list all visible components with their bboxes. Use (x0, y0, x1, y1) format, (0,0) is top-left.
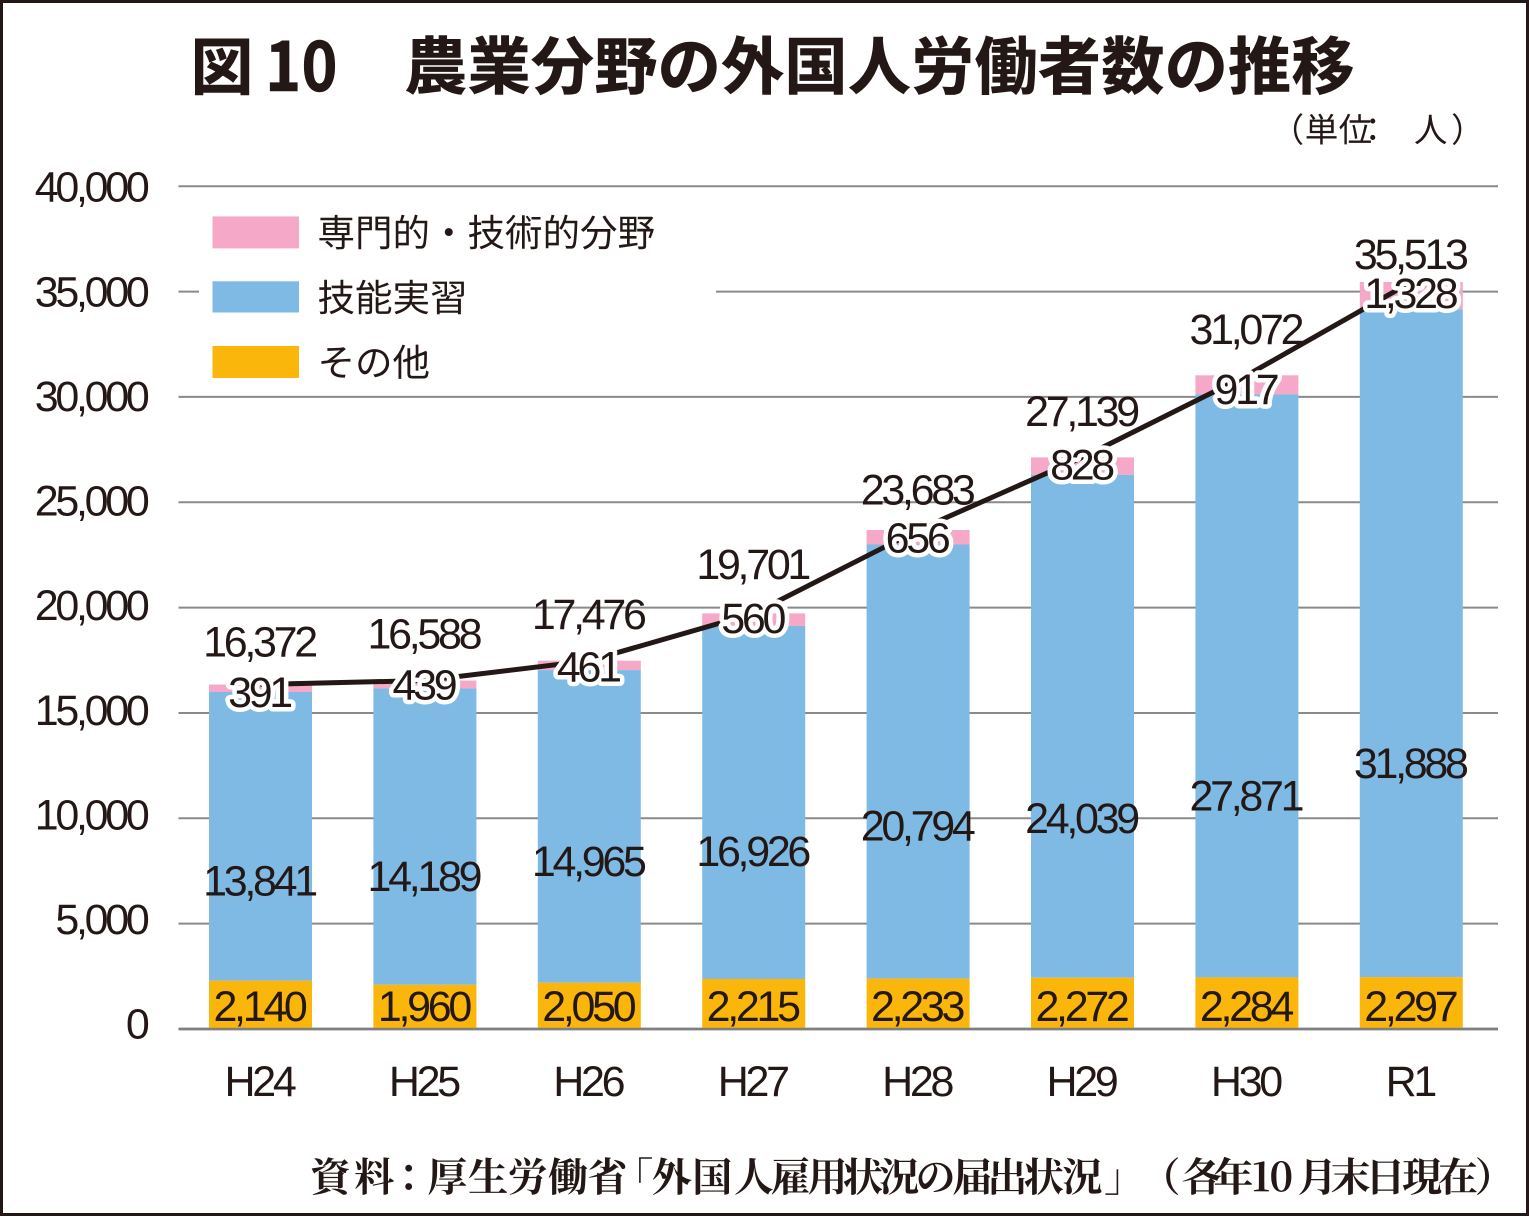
svg-text:16,926: 16,926 (696, 828, 810, 876)
svg-text:15,000: 15,000 (35, 687, 149, 735)
svg-text:461: 461 (557, 643, 620, 691)
svg-text:H27: H27 (718, 1058, 788, 1106)
svg-text:H26: H26 (553, 1058, 624, 1106)
svg-text:H24: H24 (225, 1058, 296, 1106)
svg-text:10,000: 10,000 (35, 791, 149, 839)
svg-text:2,140: 2,140 (213, 983, 306, 1031)
svg-text:2,050: 2,050 (542, 983, 635, 1031)
svg-text:656: 656 (886, 515, 950, 563)
svg-text:27,871: 27,871 (1190, 773, 1303, 821)
svg-text:16,372: 16,372 (203, 619, 316, 667)
svg-text:23,683: 23,683 (861, 467, 975, 515)
svg-text:560: 560 (721, 595, 785, 643)
svg-text:14,189: 14,189 (368, 853, 481, 901)
svg-text:2,297: 2,297 (1364, 983, 1456, 1031)
svg-text:35,000: 35,000 (35, 268, 149, 316)
svg-text:H28: H28 (882, 1058, 953, 1106)
svg-text:1,328: 1,328 (1364, 270, 1457, 318)
svg-text:20,000: 20,000 (35, 582, 149, 630)
svg-text:14,965: 14,965 (532, 838, 646, 886)
svg-text:2,215: 2,215 (707, 983, 800, 1031)
svg-text:R1: R1 (1386, 1058, 1436, 1106)
svg-text:2,284: 2,284 (1200, 983, 1293, 1031)
svg-text:H25: H25 (389, 1058, 460, 1106)
svg-text:40,000: 40,000 (35, 164, 149, 212)
svg-text:13,841: 13,841 (203, 858, 316, 906)
svg-text:31,888: 31,888 (1354, 740, 1468, 788)
svg-text:35,513: 35,513 (1354, 231, 1468, 279)
svg-text:31,072: 31,072 (1190, 306, 1303, 354)
svg-text:2,272: 2,272 (1035, 983, 1127, 1031)
svg-text:439: 439 (392, 661, 455, 709)
svg-text:24,039: 24,039 (1025, 795, 1138, 843)
svg-text:2,233: 2,233 (871, 983, 964, 1031)
svg-text:17,476: 17,476 (532, 591, 646, 639)
svg-text:391: 391 (228, 669, 291, 717)
svg-text:20,794: 20,794 (861, 803, 975, 851)
svg-text:25,000: 25,000 (35, 478, 149, 526)
svg-text:27,139: 27,139 (1025, 388, 1138, 436)
svg-text:H30: H30 (1211, 1058, 1282, 1106)
svg-text:0: 0 (126, 1001, 149, 1049)
svg-text:828: 828 (1050, 442, 1114, 490)
svg-text:30,000: 30,000 (35, 373, 149, 421)
svg-text:16,588: 16,588 (368, 611, 482, 659)
svg-text:19,701: 19,701 (696, 541, 809, 589)
svg-text:H29: H29 (1047, 1058, 1117, 1106)
svg-text:5,000: 5,000 (55, 896, 148, 944)
svg-text:1,960: 1,960 (378, 983, 471, 1031)
svg-text:917: 917 (1214, 366, 1277, 414)
